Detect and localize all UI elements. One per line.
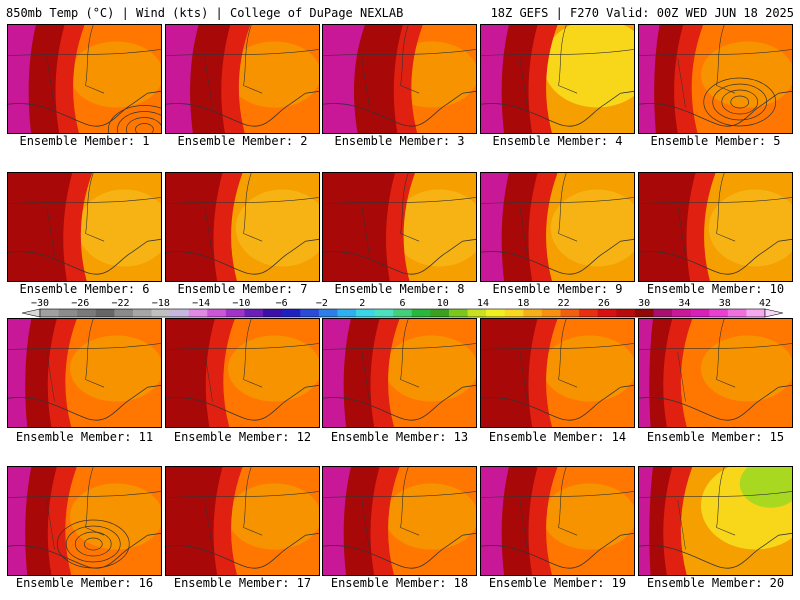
- ensemble-map-panel: [322, 318, 477, 428]
- ensemble-map-panel: [7, 318, 162, 428]
- temperature-field: [323, 319, 476, 427]
- colorbar-tick-label: 2: [359, 298, 366, 309]
- ensemble-member-label: Ensemble Member: 14: [488, 430, 627, 444]
- ensemble-member-label: Ensemble Member: 19: [488, 576, 627, 590]
- temperature-field: [323, 173, 476, 281]
- ensemble-member-label: Ensemble Member: 8: [334, 282, 465, 296]
- colorbar-tick-label: 42: [758, 298, 772, 309]
- title-left: 850mb Temp (°C) | Wind (kts) | College o…: [6, 6, 404, 20]
- colorbar-tick-label: −10: [232, 298, 251, 309]
- colorbar-tick-label: 22: [557, 298, 570, 309]
- ensemble-member-label: Ensemble Member: 9: [492, 282, 623, 296]
- ensemble-map-panel: [7, 466, 162, 576]
- ensemble-map-panel: [165, 24, 320, 134]
- ensemble-map-panel: [480, 24, 635, 134]
- temperature-field: [166, 25, 319, 133]
- colorbar-tick-label: −26: [71, 298, 90, 309]
- ensemble-map-panel: [165, 466, 320, 576]
- ensemble-member-label: Ensemble Member: 12: [173, 430, 312, 444]
- colorbar-tick-label: 18: [517, 298, 530, 309]
- colorbar-tick-label: −30: [30, 298, 50, 309]
- ensemble-map-panel: [322, 172, 477, 282]
- temperature-field: [481, 25, 634, 133]
- temperature-field: [8, 467, 161, 575]
- colorbar-tick-label: 34: [678, 298, 691, 309]
- temperature-field: [639, 319, 792, 427]
- colorbar-tick-label: −22: [111, 298, 130, 309]
- ensemble-map-panel: [165, 318, 320, 428]
- ensemble-map-panel: [638, 172, 793, 282]
- ensemble-member-label: Ensemble Member: 6: [19, 282, 150, 296]
- temperature-field: [481, 173, 634, 281]
- colorbar-tick-label: −2: [315, 298, 328, 309]
- temperature-field: [481, 319, 634, 427]
- temperature-field: [8, 173, 161, 281]
- ensemble-member-label: Ensemble Member: 2: [177, 134, 308, 148]
- ensemble-member-label: Ensemble Member: 4: [492, 134, 623, 148]
- colorbar-tick-label: 38: [718, 298, 731, 309]
- ensemble-map-panel: [322, 466, 477, 576]
- ensemble-map-panel: [322, 24, 477, 134]
- colorbar: [21, 308, 784, 318]
- temperature-field: [639, 25, 792, 133]
- temperature-field: [166, 467, 319, 575]
- ensemble-member-label: Ensemble Member: 13: [330, 430, 469, 444]
- ensemble-member-label: Ensemble Member: 16: [15, 576, 154, 590]
- colorbar-tick-label: −6: [275, 298, 288, 309]
- ensemble-member-label: Ensemble Member: 7: [177, 282, 308, 296]
- ensemble-member-label: Ensemble Member: 11: [15, 430, 154, 444]
- ensemble-map-panel: [638, 318, 793, 428]
- ensemble-member-label: Ensemble Member: 1: [19, 134, 150, 148]
- temperature-field: [481, 467, 634, 575]
- temperature-field: [639, 173, 792, 281]
- ensemble-member-label: Ensemble Member: 20: [646, 576, 785, 590]
- colorbar-tick-label: −14: [192, 298, 211, 309]
- ensemble-member-label: Ensemble Member: 18: [330, 576, 469, 590]
- colorbar-tick-label: −18: [151, 298, 170, 309]
- temperature-field: [8, 319, 161, 427]
- ensemble-map-panel: [480, 466, 635, 576]
- ensemble-map-panel: [165, 172, 320, 282]
- colorbar-tick-label: 6: [399, 298, 406, 309]
- ensemble-member-label: Ensemble Member: 3: [334, 134, 465, 148]
- temperature-field: [166, 319, 319, 427]
- ensemble-member-label: Ensemble Member: 17: [173, 576, 312, 590]
- ensemble-map-panel: [638, 24, 793, 134]
- ensemble-map-panel: [480, 172, 635, 282]
- colorbar-tick-label: 14: [477, 298, 490, 309]
- ensemble-member-label: Ensemble Member: 10: [646, 282, 785, 296]
- temperature-field: [8, 25, 161, 133]
- colorbar-tick-label: 26: [597, 298, 610, 309]
- title-right: 18Z GEFS | F270 Valid: 00Z WED JUN 18 20…: [490, 6, 794, 20]
- ensemble-map-panel: [7, 24, 162, 134]
- ensemble-map-panel: [480, 318, 635, 428]
- ensemble-map-panel: [7, 172, 162, 282]
- colorbar-tick-label: 30: [638, 298, 651, 309]
- ensemble-map-panel: [638, 466, 793, 576]
- temperature-field: [639, 467, 792, 575]
- temperature-field: [166, 173, 319, 281]
- temperature-field: [323, 25, 476, 133]
- temperature-field: [323, 467, 476, 575]
- colorbar-tick-label: 10: [436, 298, 449, 309]
- ensemble-member-label: Ensemble Member: 5: [650, 134, 781, 148]
- ensemble-member-label: Ensemble Member: 15: [646, 430, 785, 444]
